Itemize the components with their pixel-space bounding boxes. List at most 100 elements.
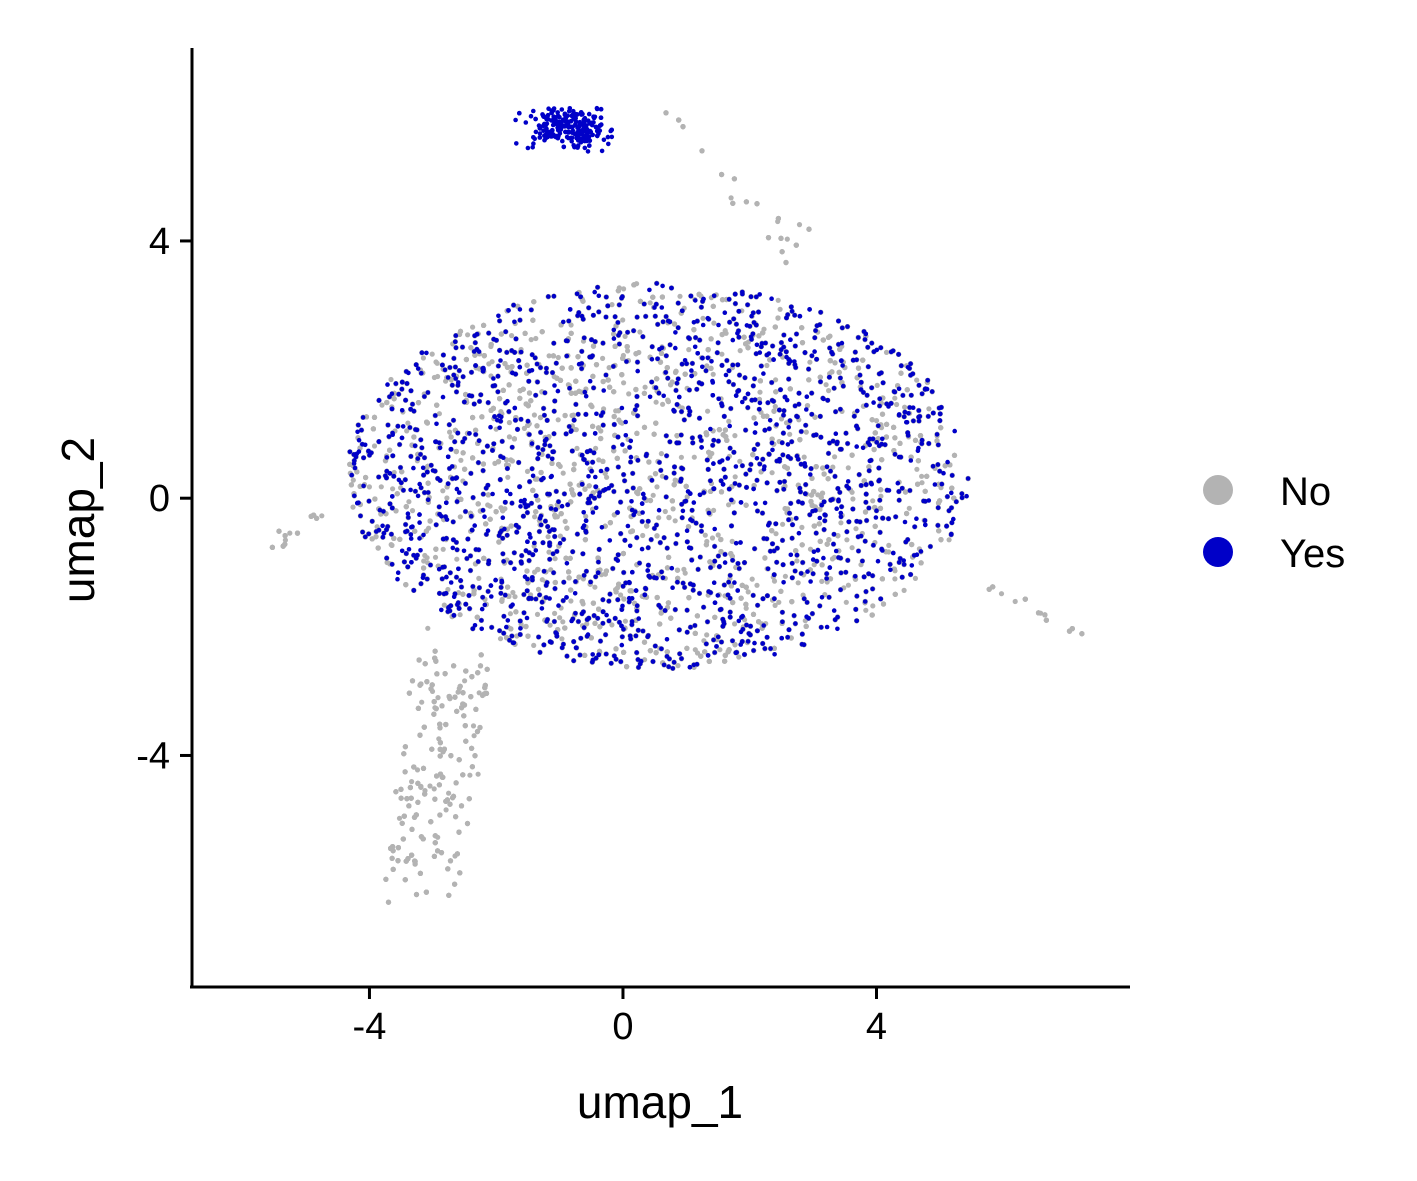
point-no <box>845 582 852 588</box>
point-no <box>557 533 564 539</box>
point-no <box>700 315 706 321</box>
point-no <box>662 508 668 515</box>
point-no <box>849 489 855 495</box>
point-no <box>521 425 528 431</box>
point-no <box>681 566 687 573</box>
point-no <box>764 362 770 369</box>
point-no <box>446 790 452 796</box>
point-no <box>422 552 428 559</box>
point-no <box>555 354 561 361</box>
point-no <box>620 317 626 323</box>
point-no <box>762 555 768 561</box>
point-no <box>743 605 749 611</box>
point-no <box>647 300 653 306</box>
point-no <box>658 451 665 457</box>
point-no <box>732 621 738 627</box>
point-no <box>726 418 732 424</box>
point-no <box>467 772 473 778</box>
point-no <box>832 454 838 460</box>
point-no <box>656 515 662 521</box>
point-no <box>441 602 447 608</box>
point-no <box>870 603 876 609</box>
point-no <box>552 556 558 562</box>
point-no <box>427 783 433 789</box>
point-no <box>610 331 617 337</box>
point-no <box>366 484 372 490</box>
point-no <box>626 391 632 397</box>
point-no <box>596 457 602 463</box>
point-no <box>717 647 723 653</box>
point-no <box>454 556 460 562</box>
point-no <box>894 401 900 408</box>
point-no <box>619 420 625 426</box>
point-no <box>737 458 743 464</box>
point-no <box>670 506 676 512</box>
point-no <box>773 531 779 537</box>
point-no <box>535 586 542 593</box>
point-no <box>723 330 729 336</box>
point-no <box>776 599 782 605</box>
point-no <box>803 429 809 435</box>
point-no <box>282 537 288 543</box>
point-no <box>409 779 415 785</box>
point-no <box>711 320 717 326</box>
point-no <box>405 420 411 426</box>
point-no <box>653 399 659 405</box>
point-no <box>570 412 577 418</box>
point-no <box>506 434 512 440</box>
point-no <box>675 663 681 669</box>
point-no <box>546 353 552 359</box>
point-no <box>684 494 690 500</box>
point-no <box>420 355 426 361</box>
point-no <box>371 443 378 449</box>
point-no <box>660 401 666 407</box>
point-no <box>838 520 844 526</box>
point-no <box>784 236 790 242</box>
point-no <box>583 513 589 520</box>
point-no <box>787 431 793 437</box>
point-no <box>794 558 800 564</box>
point-no <box>435 695 441 701</box>
point-no <box>736 654 742 660</box>
point-no <box>686 347 692 353</box>
point-no <box>532 514 538 520</box>
point-no <box>571 461 577 467</box>
point-no <box>414 767 421 773</box>
point-no <box>512 594 518 600</box>
point-no <box>906 505 912 511</box>
point-no <box>843 599 849 605</box>
point-no <box>457 514 463 520</box>
point-no <box>827 333 833 339</box>
point-no <box>404 428 410 434</box>
point-no <box>432 554 439 560</box>
point-no <box>531 642 537 649</box>
point-no <box>546 549 552 555</box>
point-no <box>901 587 907 594</box>
point-no <box>431 786 437 792</box>
point-no <box>892 395 898 401</box>
point-no <box>568 322 574 328</box>
point-no <box>557 615 563 621</box>
point-no <box>604 474 610 480</box>
point-no <box>914 377 920 383</box>
point-no <box>919 480 925 486</box>
point-no <box>560 619 566 625</box>
point-no <box>711 507 717 513</box>
point-no <box>850 496 856 502</box>
point-no <box>715 532 721 538</box>
point-no <box>642 384 648 390</box>
point-no <box>622 618 629 624</box>
point-no <box>433 359 439 365</box>
point-no <box>625 348 631 354</box>
point-no <box>729 538 735 545</box>
point-no <box>429 351 435 357</box>
point-no <box>378 484 384 490</box>
point-no <box>830 464 836 470</box>
point-no <box>436 411 442 417</box>
point-no <box>705 408 711 414</box>
point-no <box>545 534 551 540</box>
point-no <box>878 493 884 499</box>
point-no <box>732 474 738 480</box>
point-no <box>772 602 778 609</box>
point-no <box>559 636 565 642</box>
